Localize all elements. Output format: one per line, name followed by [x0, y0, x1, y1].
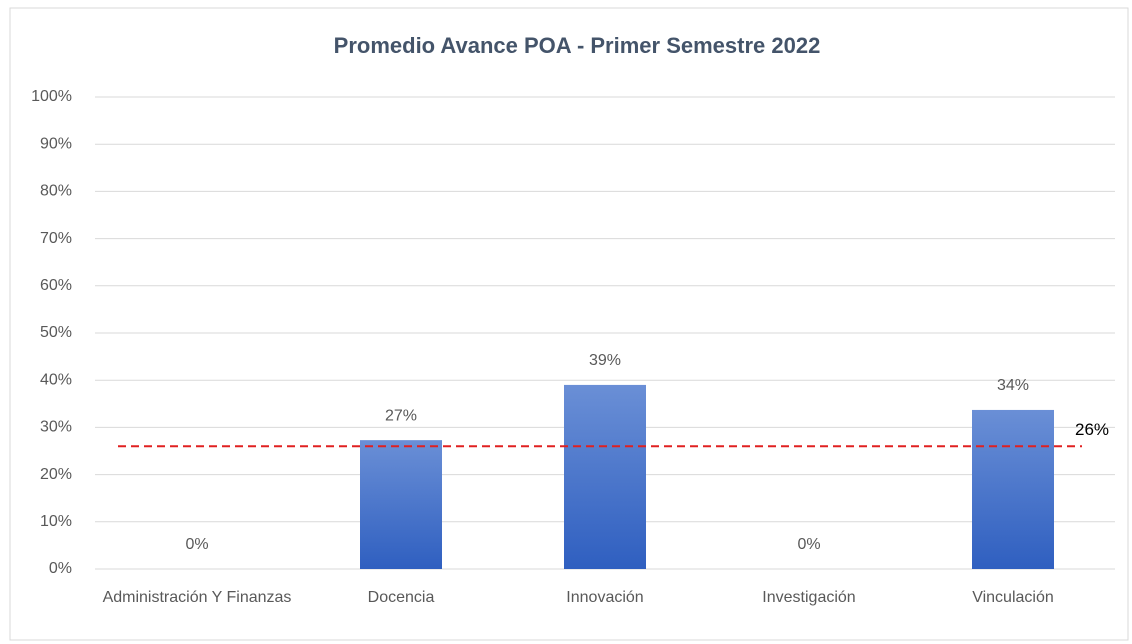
x-tick-group: Vinculación	[972, 589, 1054, 606]
bar	[564, 384, 646, 569]
y-tick-label: 100%	[31, 88, 72, 105]
data-label: 39%	[589, 352, 621, 369]
x-tick-label: Administración Y Finanzas	[102, 589, 292, 606]
bar	[972, 409, 1054, 569]
x-tick-label: Docencia	[367, 589, 435, 606]
x-tick-group: Investigación	[762, 589, 856, 606]
y-tick-label: 20%	[40, 466, 72, 483]
x-tick-label: Innovación	[566, 589, 644, 606]
x-tick-label: Investigación	[762, 589, 856, 606]
y-tick-label: 0%	[49, 560, 72, 577]
x-tick-group: Innovación	[566, 589, 644, 606]
y-tick-label: 50%	[40, 324, 72, 341]
data-label: 34%	[997, 377, 1029, 394]
y-tick-label: 70%	[40, 230, 72, 247]
y-tick-label: 30%	[40, 419, 72, 436]
data-label: 0%	[797, 536, 820, 553]
x-tick-group: Administración Y Finanzas	[102, 589, 292, 606]
y-tick-label: 40%	[40, 371, 72, 388]
data-label: 27%	[385, 407, 417, 424]
chart-title: Promedio Avance POA - Primer Semestre 20…	[334, 33, 821, 58]
y-tick-label: 80%	[40, 183, 72, 200]
data-label: 0%	[185, 536, 208, 553]
bar	[360, 440, 442, 569]
reference-label: 26%	[1075, 420, 1109, 439]
y-tick-label: 10%	[40, 513, 72, 530]
y-tick-label: 90%	[40, 135, 72, 152]
x-tick-label: Vinculación	[972, 589, 1054, 606]
y-tick-label: 60%	[40, 277, 72, 294]
x-tick-group: Docencia	[367, 589, 435, 606]
